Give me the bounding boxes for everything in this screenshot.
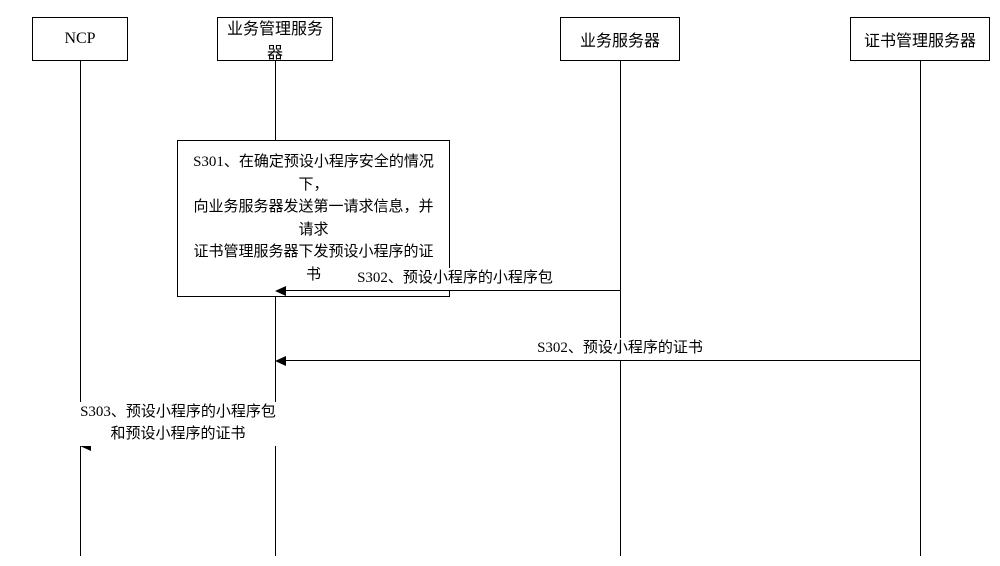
message-label-s302a: S302、预设小程序的小程序包 [335,268,575,290]
participant-ncp: NCP [32,17,128,61]
lifeline-mgmt [275,61,276,556]
lifeline-ncp [80,61,81,556]
message-arrowhead-s302a [275,286,286,296]
message-label-s303: S303、预设小程序的小程序包和预设小程序的证书 [58,402,298,446]
participant-cert: 证书管理服务器 [850,17,990,61]
message-arrowhead-s302b [275,356,286,366]
participant-mgmt: 业务管理服务器 [217,17,333,61]
lifeline-cert [920,61,921,556]
message-line-s302a [285,290,620,291]
participant-svc: 业务服务器 [560,17,680,61]
lifeline-svc [620,61,621,556]
message-line-s302b [285,360,920,361]
message-label-s302b: S302、预设小程序的证书 [500,338,740,360]
